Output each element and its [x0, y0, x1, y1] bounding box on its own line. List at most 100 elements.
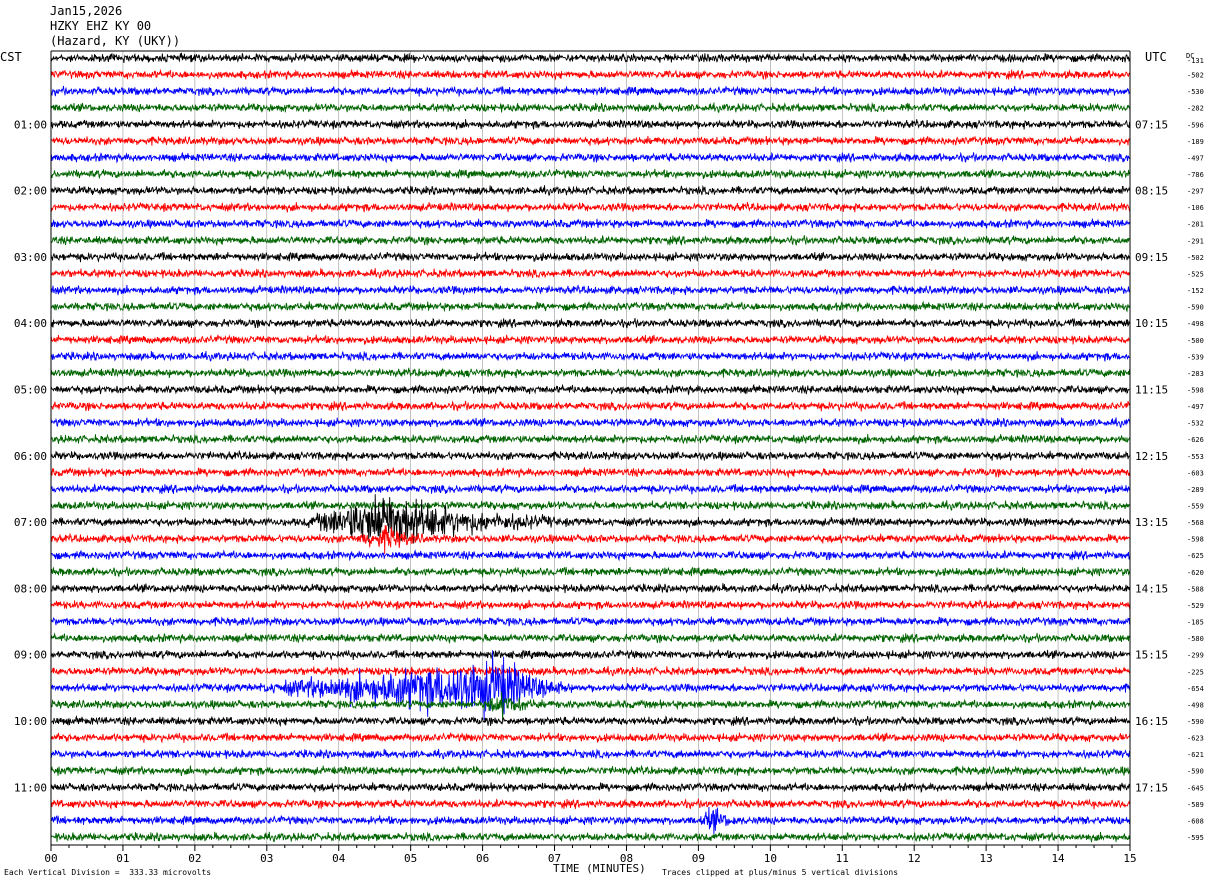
dc-offset-43: -621 [1187, 751, 1204, 759]
x-tick-label-01: 01 [116, 852, 129, 865]
trace-6 [50, 135, 1131, 147]
dc-offset-2: -502 [1187, 72, 1204, 80]
left-hour-label-09:00: 09:00 [14, 649, 47, 662]
trace-16 [50, 300, 1131, 313]
dc-offset-35: -185 [1187, 619, 1204, 627]
left-hour-label-03:00: 03:00 [14, 251, 47, 264]
dc-offset-15: -152 [1187, 287, 1204, 295]
right-timezone-label: UTC [1145, 50, 1167, 64]
trace-8 [51, 168, 1131, 180]
dc-offset-13: -502 [1187, 254, 1204, 262]
dc-offset-5: -596 [1187, 121, 1204, 129]
trace-35 [50, 616, 1131, 627]
dc-offset-47: -608 [1187, 817, 1204, 825]
dc-offset-29: -568 [1187, 519, 1204, 527]
dc-offset-16: -590 [1187, 304, 1204, 312]
dc-offset-34: -529 [1187, 602, 1204, 610]
dc-offset-26: -603 [1187, 469, 1204, 477]
dc-offset-18: -500 [1187, 337, 1204, 345]
dc-offset-40: -498 [1187, 701, 1204, 709]
dc-offset-28: -559 [1187, 503, 1204, 511]
trace-30 [50, 525, 1131, 555]
trace-2 [50, 68, 1131, 81]
trace-37 [50, 649, 1131, 661]
trace-9 [50, 184, 1131, 196]
dc-offset-11: -281 [1187, 221, 1204, 229]
seismic-traces [50, 52, 1131, 843]
dc-offset-22: -497 [1187, 403, 1204, 411]
x-tick-label-06: 06 [476, 852, 489, 865]
dc-offset-42: -623 [1187, 735, 1204, 743]
x-tick-label-05: 05 [404, 852, 417, 865]
left-timezone-label: CST [0, 50, 22, 64]
trace-36 [50, 632, 1131, 645]
trace-29 [50, 494, 1131, 544]
x-axis-label: TIME (MINUTES) [553, 862, 646, 875]
dc-offset-7: -497 [1187, 154, 1204, 162]
dc-offset-1: -131 [1187, 57, 1204, 65]
trace-45 [50, 781, 1131, 794]
clip-note: Traces clipped at plus/minus 5 vertical … [662, 868, 899, 877]
x-tick-label-07: 07 [548, 852, 561, 865]
trace-3 [50, 85, 1131, 97]
trace-26 [50, 466, 1131, 479]
dc-offset-10: -106 [1187, 204, 1204, 212]
dc-offset-48: -595 [1187, 834, 1204, 842]
dc-offset-9: -297 [1187, 188, 1204, 196]
x-tick-label-00: 00 [44, 852, 57, 865]
left-hour-label-11:00: 11:00 [14, 781, 47, 794]
trace-34 [50, 599, 1131, 611]
station-location: (Hazard, KY (UKY)) [50, 34, 181, 48]
trace-13 [50, 251, 1131, 263]
x-tick-label-10: 10 [764, 852, 777, 865]
left-hour-label-10:00: 10:00 [14, 715, 47, 728]
trace-23 [50, 417, 1131, 428]
dc-offset-39: -654 [1187, 685, 1204, 693]
trace-32 [50, 566, 1131, 578]
dc-offset-3: -530 [1187, 88, 1204, 96]
right-hour-label-14:15: 14:15 [1135, 582, 1168, 595]
dc-offset-36: -580 [1187, 635, 1204, 643]
trace-20 [50, 367, 1131, 379]
dc-offset-24: -626 [1187, 436, 1204, 444]
dc-offset-45: -645 [1187, 784, 1204, 792]
trace-38 [50, 665, 1131, 677]
right-hour-label-07:15: 07:15 [1135, 118, 1168, 131]
right-hour-label-17:15: 17:15 [1135, 781, 1168, 794]
right-hour-label-10:15: 10:15 [1135, 317, 1168, 330]
x-tick-label-14: 14 [1051, 852, 1065, 865]
right-hour-label-13:15: 13:15 [1135, 516, 1168, 529]
right-hour-label-15:15: 15:15 [1135, 649, 1168, 662]
dc-offset-8: -786 [1187, 171, 1204, 179]
dc-offset-4: -282 [1187, 105, 1204, 113]
dc-offset-46: -589 [1187, 801, 1204, 809]
left-hour-label-08:00: 08:00 [14, 582, 47, 595]
dc-offset-17: -498 [1187, 320, 1204, 328]
dc-offset-31: -625 [1187, 552, 1204, 560]
trace-25 [50, 450, 1131, 461]
trace-33 [50, 582, 1131, 594]
dc-offset-19: -539 [1187, 353, 1204, 361]
axis-labels: 00 01 02 03 04 05 06 07 08 09 10 11 12 13 14 15 01:00 02:… [14, 52, 1204, 865]
trace-10 [50, 201, 1131, 213]
dc-offset-30: -598 [1187, 536, 1204, 544]
dc-offset-27: -289 [1187, 486, 1204, 494]
trace-12 [50, 234, 1130, 247]
trace-19 [50, 350, 1131, 362]
dc-offset-14: -525 [1187, 270, 1204, 278]
dc-offset-6: -189 [1187, 138, 1204, 146]
trace-42 [50, 732, 1131, 744]
left-hour-label-01:00: 01:00 [14, 118, 47, 131]
x-tick-label-11: 11 [836, 852, 849, 865]
trace-11 [50, 217, 1131, 230]
dc-offset-33: -588 [1187, 585, 1204, 593]
dc-offset-44: -590 [1187, 768, 1204, 776]
right-hour-label-12:15: 12:15 [1135, 450, 1168, 463]
dc-offset-38: -225 [1187, 668, 1204, 676]
dc-offset-23: -532 [1187, 420, 1204, 428]
scale-note: Each Vertical Division = 333.33 microvol… [4, 868, 212, 877]
trace-24 [50, 433, 1131, 445]
minute-gridlines [50, 51, 1131, 845]
trace-1 [50, 52, 1131, 64]
